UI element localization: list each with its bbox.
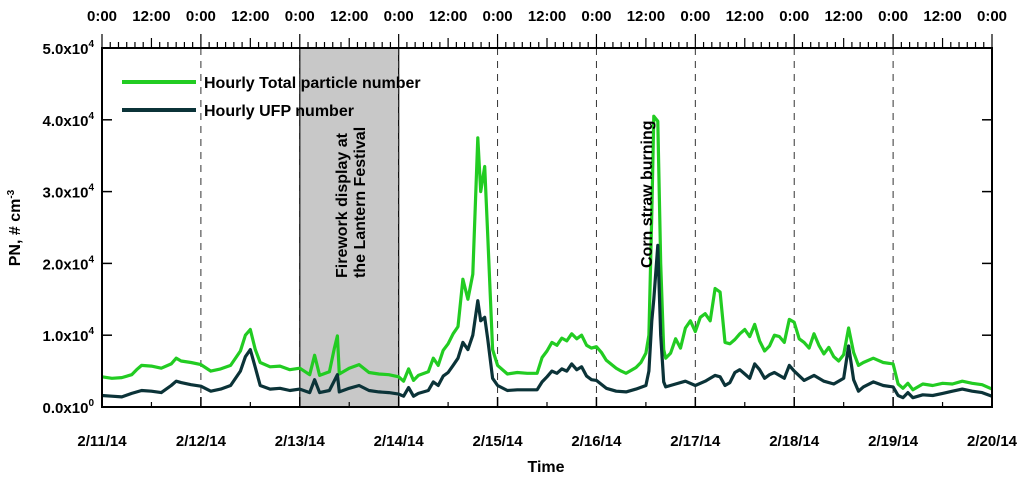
top-tick-label: 0:00 bbox=[384, 8, 414, 25]
top-tick-label: 12:00 bbox=[923, 8, 961, 25]
top-tick-label: 0:00 bbox=[186, 8, 216, 25]
top-tick-label: 12:00 bbox=[132, 8, 170, 25]
legend-label-ufp: Hourly UFP number bbox=[204, 103, 354, 120]
annotation-label: Corn straw burning bbox=[639, 120, 656, 268]
y-tick-label: 0.0x100 bbox=[43, 398, 95, 417]
x-tick-label: 2/12/14 bbox=[176, 433, 227, 450]
y-tick-label: 1.0x104 bbox=[43, 326, 95, 345]
shaded-region bbox=[299, 48, 399, 407]
annotations: Firework display at the Lantern Festival C… bbox=[334, 120, 656, 278]
annotation-label: the Lantern Festival bbox=[352, 127, 369, 278]
legend-label-total: Hourly Total particle number bbox=[204, 75, 421, 92]
top-tick-label: 12:00 bbox=[528, 8, 566, 25]
top-tick-label: 12:00 bbox=[824, 8, 862, 25]
series-ufp-line bbox=[101, 243, 993, 400]
top-tick-label: 0:00 bbox=[878, 8, 908, 25]
shaded-region-layer bbox=[299, 48, 400, 407]
top-tick-label: 0:00 bbox=[779, 8, 809, 25]
top-tick-label: 0:00 bbox=[285, 8, 315, 25]
top-tick-label: 12:00 bbox=[330, 8, 368, 25]
y-axis-title: PN, # cm-3 bbox=[6, 189, 24, 266]
x-tick-label: 2/20/14 bbox=[967, 433, 1018, 450]
y-tick-label: 3.0x104 bbox=[43, 183, 95, 202]
x-tick-label: 2/18/14 bbox=[769, 433, 820, 450]
x-tick-label: 2/14/14 bbox=[374, 433, 425, 450]
series-layer bbox=[101, 114, 993, 400]
x-tick-label: 2/16/14 bbox=[571, 433, 622, 450]
x-tick-label: 2/15/14 bbox=[473, 433, 524, 450]
top-tick-label: 0:00 bbox=[483, 8, 513, 25]
top-tick-label: 12:00 bbox=[726, 8, 764, 25]
top-tick-label: 0:00 bbox=[581, 8, 611, 25]
top-tick-label: 12:00 bbox=[231, 8, 269, 25]
top-tick-label: 0:00 bbox=[977, 8, 1007, 25]
legend: Hourly Total particle number Hourly UFP … bbox=[122, 75, 421, 120]
axis-ticks bbox=[101, 34, 993, 408]
x-axis-title: Time bbox=[527, 459, 564, 476]
x-tick-label: 2/11/14 bbox=[77, 433, 127, 450]
y-tick-label: 4.0x104 bbox=[43, 111, 95, 130]
axis-labels: 0:00 12:00 0:00 12:00 0:00 12:00 0:00 12:00 0:00… bbox=[43, 8, 1018, 450]
top-tick-label: 0:00 bbox=[680, 8, 710, 25]
x-tick-label: 2/19/14 bbox=[868, 433, 919, 450]
annotation-label: Firework display at bbox=[334, 132, 351, 278]
x-tick-label: 2/17/14 bbox=[670, 433, 721, 450]
top-tick-label: 12:00 bbox=[627, 8, 665, 25]
top-tick-label: 12:00 bbox=[429, 8, 467, 25]
y-tick-label: 2.0x104 bbox=[43, 254, 95, 273]
top-tick-label: 0:00 bbox=[87, 8, 117, 25]
x-tick-label: 2/13/14 bbox=[275, 433, 326, 450]
y-tick-label: 5.0x104 bbox=[43, 39, 95, 58]
series-total-particle-line bbox=[101, 114, 993, 392]
